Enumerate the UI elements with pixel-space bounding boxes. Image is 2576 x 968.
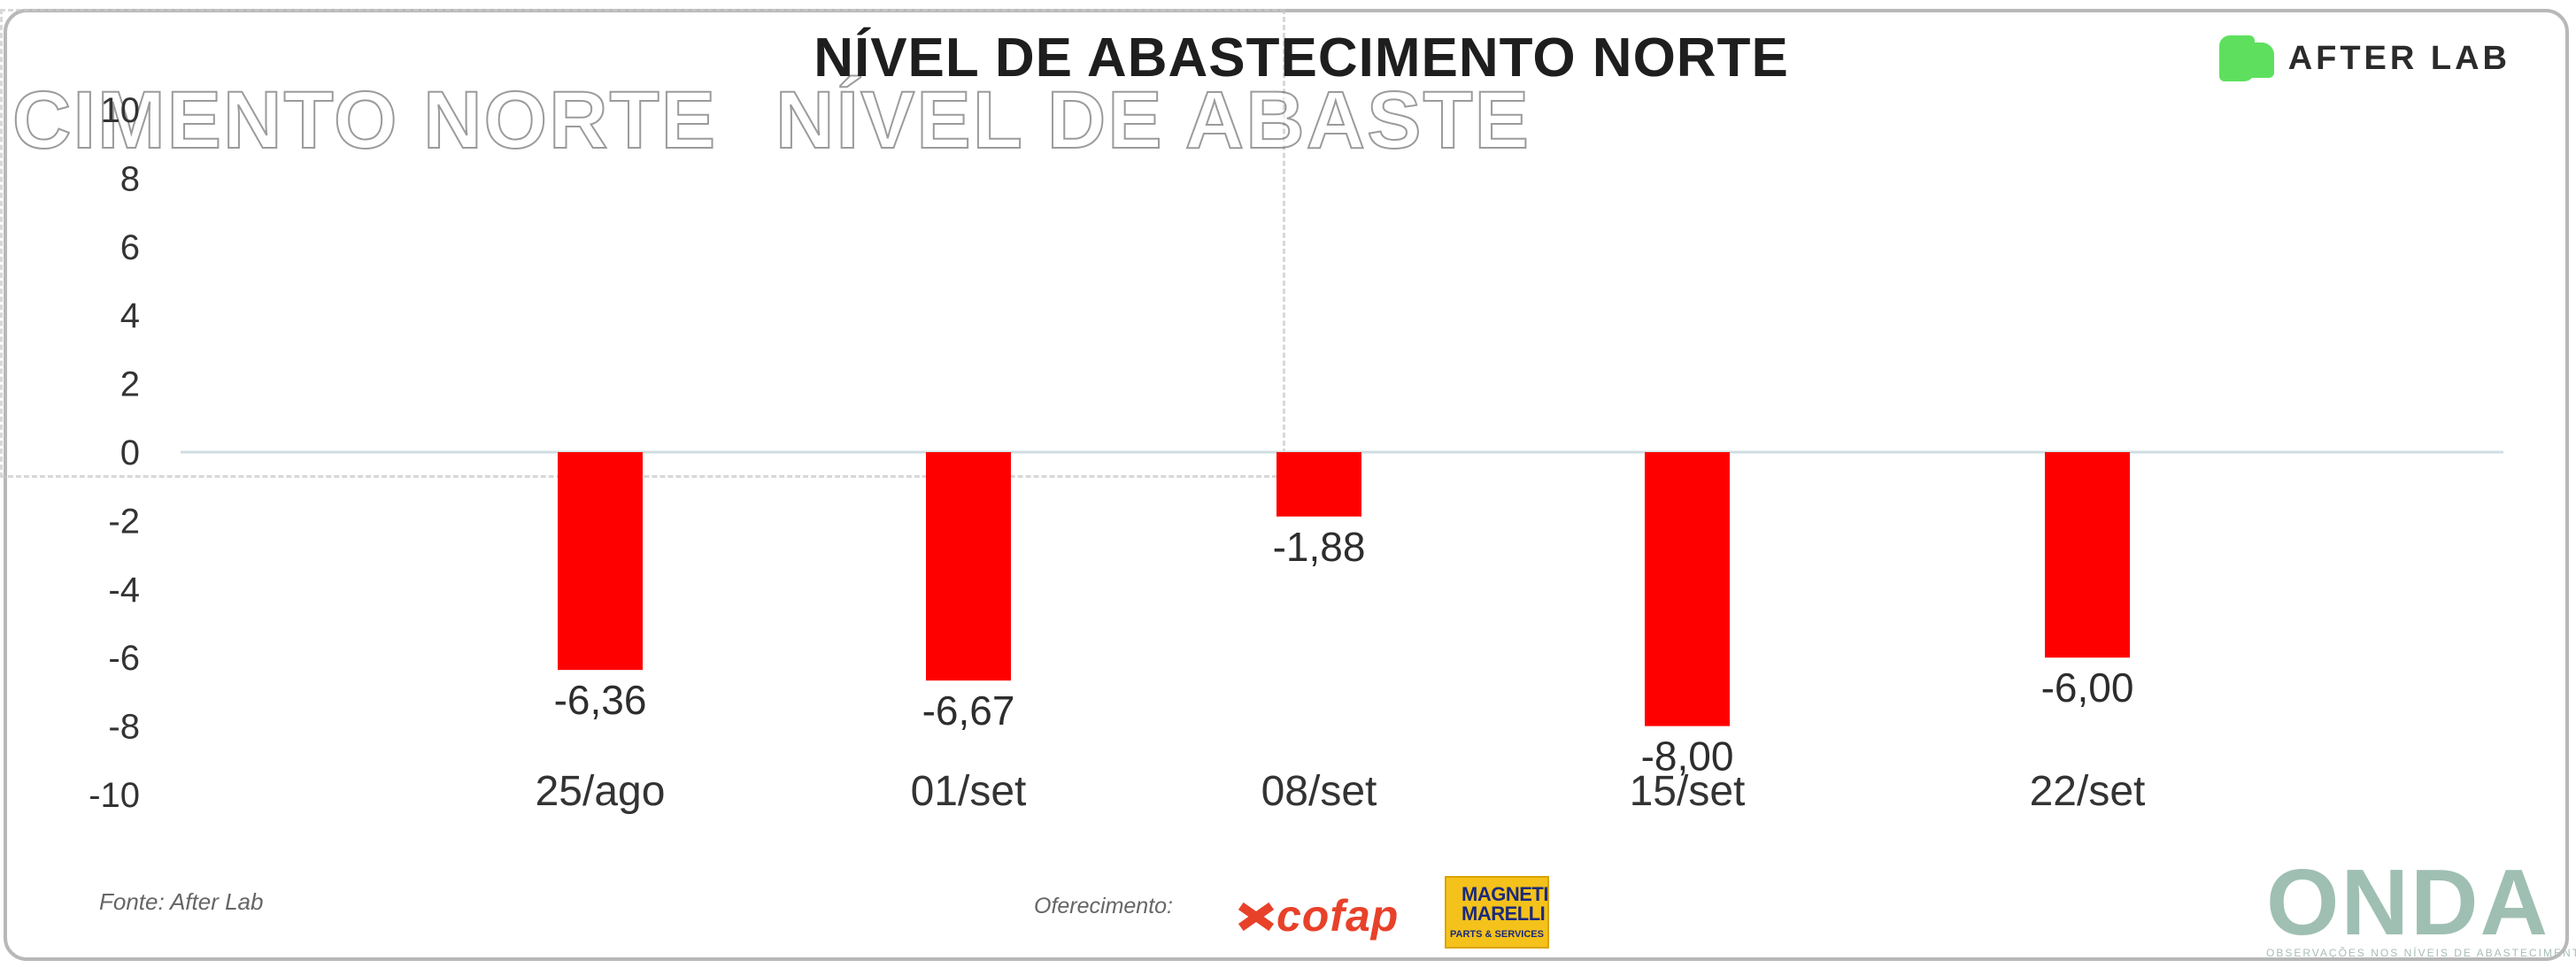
y-axis-ticks: 10 8 6 4 2 0 -2 -4 -6 -8 -10: [89, 91, 140, 815]
y-tick-label: 0: [120, 434, 140, 472]
bars: [558, 452, 2130, 726]
magneti-marelli-logo: MAGNETI MARELLI PARTS & SERVICES: [1445, 876, 1549, 949]
y-tick-label: -4: [108, 571, 140, 610]
data-label: -6,36: [554, 677, 647, 723]
cofap-logo: cofap: [1234, 890, 1399, 941]
x-tick-label: 15/set: [1630, 768, 1746, 815]
onda-logo-name: ONDA: [2266, 850, 2550, 955]
bar: [558, 452, 643, 671]
data-label: -6,00: [2041, 665, 2134, 711]
ghost-title-right: NÍVEL DE ABASTE: [775, 74, 1531, 166]
magneti-marelli-sub: PARTS & SERVICES: [1450, 929, 1544, 940]
y-tick-label: -6: [108, 639, 140, 678]
data-label: -8,00: [1641, 734, 1734, 780]
afterlab-brand-name: AFTER LAB: [2287, 39, 2510, 77]
data-label: -6,67: [922, 688, 1015, 734]
onda-logo: ONDA OBSERVAÇÕES NOS NÍVEIS DE ABASTECIM…: [2266, 850, 2576, 959]
bar: [1645, 452, 1730, 726]
cofap-x-icon: [1234, 898, 1275, 933]
afterlab-brand: AFTER LAB: [2218, 34, 2510, 83]
bar: [2045, 452, 2130, 658]
data-labels: -6,36 -6,67 -1,88 -8,00 -6,00: [554, 524, 2134, 780]
afterlab-logo-icon: [2218, 35, 2276, 81]
y-tick-label: 10: [101, 91, 141, 130]
ghost-title-left: CIMENTO NORTE: [12, 74, 718, 166]
magneti-marelli-name: MAGNETI MARELLI: [1462, 883, 1548, 925]
cofap-logo-text: cofap: [1276, 891, 1400, 941]
bar: [1276, 452, 1361, 517]
chart-title: NÍVEL DE ABASTECIMENTO NORTE: [814, 27, 1789, 88]
x-tick-label: 08/set: [1261, 768, 1377, 815]
y-tick-label: -2: [108, 502, 140, 541]
data-label: -1,88: [1273, 524, 1366, 570]
y-tick-label: -10: [89, 776, 140, 815]
source-note: Fonte: After Lab: [99, 888, 264, 915]
chart-frame: [4, 9, 2569, 961]
y-tick-label: 8: [120, 159, 140, 198]
sponsor-label: Oferecimento:: [1034, 894, 1174, 918]
x-tick-label: 01/set: [911, 768, 1027, 815]
onda-logo-subtitle: OBSERVAÇÕES NOS NÍVEIS DE ABASTECIMENTO …: [2266, 947, 2576, 959]
x-tick-label: 25/ago: [536, 768, 666, 815]
x-axis-ticks: 25/ago 01/set 08/set 15/set 22/set: [536, 768, 2146, 815]
y-tick-label: -8: [108, 708, 140, 747]
bar: [926, 452, 1011, 681]
y-tick-label: 6: [120, 228, 140, 267]
y-tick-label: 4: [120, 296, 140, 335]
x-tick-label: 22/set: [2030, 768, 2146, 815]
y-tick-label: 2: [120, 365, 140, 404]
